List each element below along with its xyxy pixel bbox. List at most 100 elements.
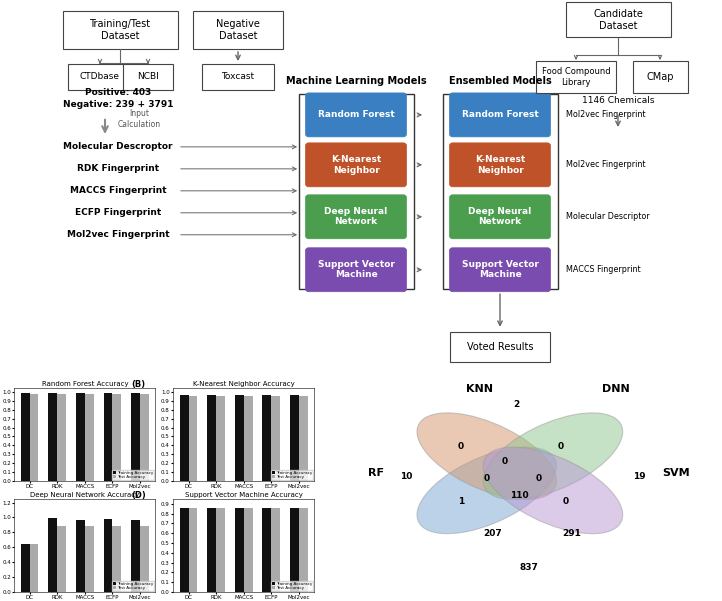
Title: Random Forest Accuracy: Random Forest Accuracy [42, 380, 128, 386]
Text: 0: 0 [557, 442, 563, 451]
Text: Voted Results: Voted Results [466, 342, 534, 352]
Text: K-Nearest
Neighbor: K-Nearest Neighbor [475, 155, 525, 174]
Bar [140, 526, 149, 592]
Bar [131, 393, 140, 481]
Text: 207: 207 [483, 529, 502, 538]
Bar [131, 520, 140, 592]
Text: Molecular Descriptor: Molecular Descriptor [565, 212, 649, 221]
FancyBboxPatch shape [305, 143, 406, 187]
Text: KNN: KNN [466, 384, 493, 394]
Text: (D): (D) [131, 492, 146, 501]
Bar [262, 508, 271, 592]
Text: Input
Calculation: Input Calculation [118, 109, 161, 129]
Bar [271, 395, 280, 481]
Text: Random Forest: Random Forest [461, 111, 539, 120]
Text: DNN: DNN [601, 384, 630, 394]
Bar [207, 395, 216, 481]
Text: CMap: CMap [646, 72, 674, 82]
Text: Negative
Dataset: Negative Dataset [216, 19, 260, 41]
Bar [21, 393, 30, 481]
Bar [57, 526, 66, 592]
Bar [30, 543, 38, 592]
Text: Mol2vec Fingerprint: Mol2vec Fingerprint [565, 160, 645, 169]
Bar [76, 393, 85, 481]
FancyBboxPatch shape [450, 143, 550, 187]
Bar [235, 395, 243, 481]
FancyBboxPatch shape [123, 64, 173, 90]
FancyBboxPatch shape [632, 61, 687, 93]
Text: 19: 19 [633, 472, 645, 481]
Text: NCBI: NCBI [137, 73, 159, 81]
Bar [113, 526, 121, 592]
Bar [140, 394, 149, 481]
Title: Deep Neural Network Accuracy: Deep Neural Network Accuracy [30, 492, 139, 498]
Text: Deep Neural
Network: Deep Neural Network [469, 207, 531, 227]
Text: K-Nearest
Neighbor: K-Nearest Neighbor [331, 155, 381, 174]
Bar [76, 520, 85, 592]
FancyBboxPatch shape [305, 195, 406, 239]
FancyBboxPatch shape [565, 2, 671, 37]
Text: Candidate
Dataset: Candidate Dataset [593, 9, 643, 31]
FancyBboxPatch shape [450, 195, 550, 239]
Text: SVM: SVM [662, 468, 690, 478]
Bar [262, 395, 271, 481]
Legend: Training Accuracy, Test Accuracy: Training Accuracy, Test Accuracy [271, 470, 313, 480]
Text: Ensembled Models: Ensembled Models [448, 76, 552, 87]
Bar [299, 508, 308, 592]
Text: 10: 10 [400, 472, 412, 481]
Legend: Training Accuracy, Test Accuracy: Training Accuracy, Test Accuracy [112, 470, 155, 480]
Bar [21, 543, 30, 592]
FancyBboxPatch shape [63, 11, 178, 49]
Text: Mol2vec Fingerprint: Mol2vec Fingerprint [66, 230, 170, 239]
Text: Machine Learning Models: Machine Learning Models [286, 76, 426, 87]
Bar [84, 394, 94, 481]
Text: RDK Fingerprint: RDK Fingerprint [77, 164, 159, 173]
Text: ECFP Fingerprint: ECFP Fingerprint [75, 209, 161, 218]
Text: Training/Test
Dataset: Training/Test Dataset [90, 19, 151, 41]
Text: Support Vector
Machine: Support Vector Machine [461, 260, 539, 279]
Text: RF: RF [368, 468, 385, 478]
Text: 0: 0 [535, 474, 542, 483]
Text: 0: 0 [562, 497, 569, 506]
Text: CTDbase: CTDbase [80, 73, 120, 81]
Text: Negative: 239 + 3791: Negative: 239 + 3791 [63, 100, 173, 109]
Text: Food Compound
Library: Food Compound Library [542, 67, 610, 87]
Bar [180, 508, 188, 592]
FancyBboxPatch shape [298, 94, 414, 289]
Ellipse shape [417, 447, 557, 534]
Bar [290, 395, 299, 481]
Bar [113, 394, 121, 481]
Text: Deep Neural
Network: Deep Neural Network [324, 207, 388, 227]
Text: MACCS Fingerprint: MACCS Fingerprint [565, 265, 640, 274]
Text: 1: 1 [458, 497, 464, 506]
FancyBboxPatch shape [202, 64, 274, 90]
Bar [48, 393, 57, 481]
Bar [103, 393, 113, 481]
Bar [243, 395, 253, 481]
Text: Toxcast: Toxcast [222, 73, 255, 81]
FancyBboxPatch shape [305, 93, 406, 137]
FancyBboxPatch shape [305, 248, 406, 291]
Bar [188, 508, 197, 592]
FancyBboxPatch shape [450, 248, 550, 291]
Title: K-Nearest Neighbor Accuracy: K-Nearest Neighbor Accuracy [193, 380, 295, 386]
Legend: Training Accuracy, Test Accuracy: Training Accuracy, Test Accuracy [112, 581, 155, 591]
Title: Support Vector Machine Accuracy: Support Vector Machine Accuracy [185, 492, 303, 498]
Text: Molecular Descroptor: Molecular Descroptor [64, 142, 173, 151]
Text: 110: 110 [510, 492, 529, 501]
Text: Mol2vec Fingerprint: Mol2vec Fingerprint [565, 111, 645, 120]
Bar [207, 508, 216, 592]
Ellipse shape [417, 413, 557, 499]
Text: 0: 0 [502, 457, 508, 466]
Text: 291: 291 [562, 529, 580, 538]
Bar [188, 395, 197, 481]
Text: 2: 2 [513, 400, 519, 409]
FancyBboxPatch shape [450, 332, 550, 362]
Bar [243, 508, 253, 592]
Text: Positive: 403: Positive: 403 [85, 88, 151, 97]
Text: Support Vector
Machine: Support Vector Machine [318, 260, 394, 279]
Text: Random Forest: Random Forest [318, 111, 394, 120]
FancyBboxPatch shape [536, 61, 616, 93]
Ellipse shape [483, 413, 622, 499]
Legend: Training Accuracy, Test Accuracy: Training Accuracy, Test Accuracy [271, 581, 313, 591]
